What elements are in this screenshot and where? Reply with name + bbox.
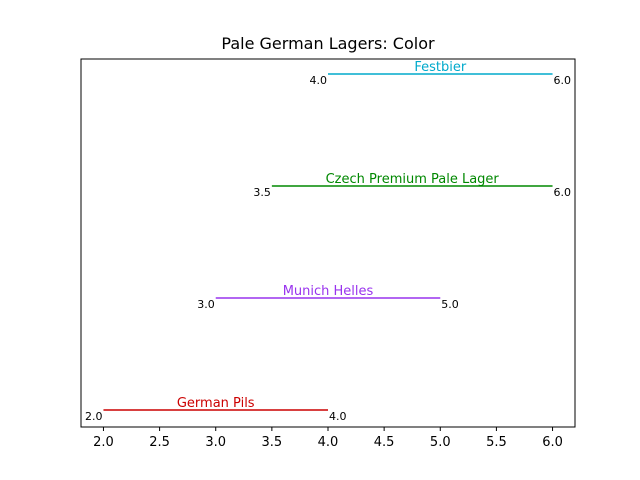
range-max-label: 6.0 bbox=[554, 74, 572, 87]
range-series: German Pils 2.0 4.0 bbox=[85, 396, 347, 423]
x-tick-label: 4.0 bbox=[318, 435, 339, 450]
range-max-label: 4.0 bbox=[329, 410, 347, 423]
x-tick-label: 4.5 bbox=[374, 435, 395, 450]
series-name-label: German Pils bbox=[177, 396, 255, 411]
x-tick-label: 2.5 bbox=[149, 435, 170, 450]
range-series: Munich Helles 3.0 5.0 bbox=[197, 284, 459, 311]
range-min-label: 4.0 bbox=[310, 74, 328, 87]
chart-title: Pale German Lagers: Color bbox=[221, 34, 435, 53]
range-min-label: 2.0 bbox=[85, 410, 103, 423]
x-tick-label: 5.5 bbox=[486, 435, 507, 450]
range-max-label: 6.0 bbox=[554, 186, 572, 199]
series-name-label: Munich Helles bbox=[283, 284, 374, 299]
series-name-label: Festbier bbox=[414, 60, 466, 75]
series-name-label: Czech Premium Pale Lager bbox=[326, 172, 500, 187]
plot-area bbox=[80, 58, 576, 428]
x-tick-label: 2.0 bbox=[93, 435, 114, 450]
series-layer: German Pils 2.0 4.0 Munich Helles 3.0 5.0 Czec… bbox=[85, 60, 571, 423]
range-series: Festbier 4.0 6.0 bbox=[310, 60, 572, 87]
x-tick-label: 3.0 bbox=[205, 435, 226, 450]
x-tick-label: 3.5 bbox=[262, 435, 283, 450]
x-tick-label: 5.0 bbox=[430, 435, 451, 450]
range-min-label: 3.0 bbox=[197, 298, 215, 311]
x-axis: 2.0 2.5 3.0 3.5 4.0 4.5 5.0 5.5 6.0 bbox=[93, 427, 563, 450]
x-tick-label: 6.0 bbox=[542, 435, 563, 450]
range-series: Czech Premium Pale Lager 3.5 6.0 bbox=[253, 172, 571, 199]
range-min-label: 3.5 bbox=[253, 186, 271, 199]
range-max-label: 5.0 bbox=[441, 298, 459, 311]
